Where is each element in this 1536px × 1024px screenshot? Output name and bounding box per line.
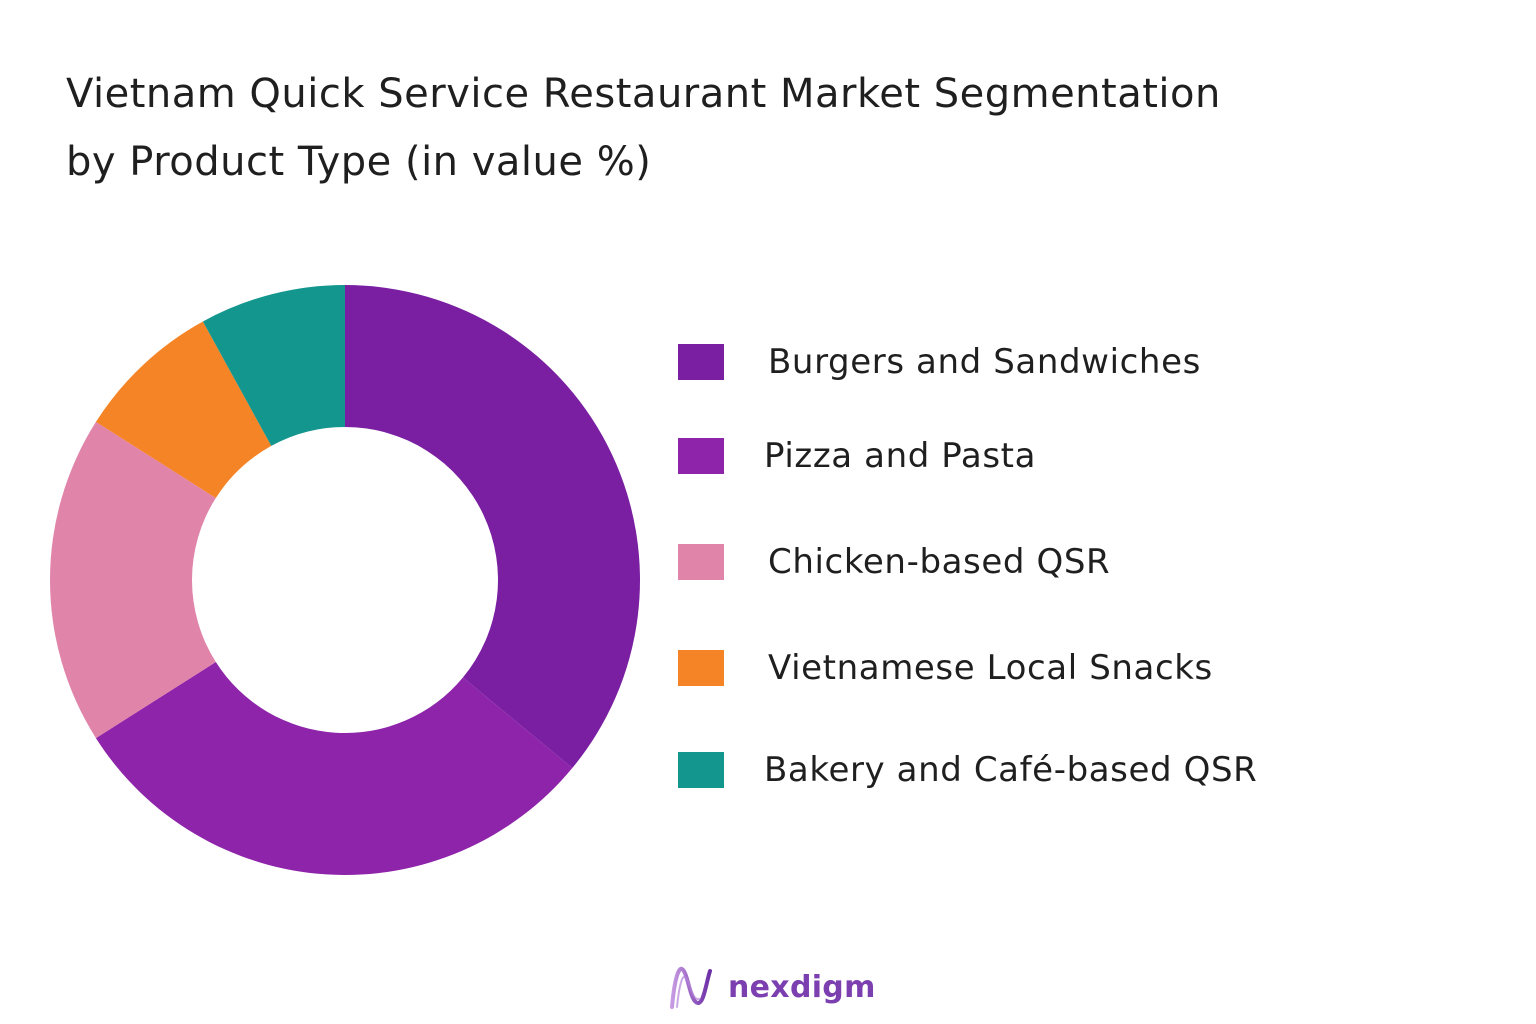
legend-swatch-bakery-and-cafe-based-qsr	[678, 752, 724, 788]
legend-swatch-pizza-and-pasta	[678, 438, 724, 474]
legend-swatch-vietnamese-local-snacks	[678, 650, 724, 686]
legend-swatch-burgers-and-sandwiches	[678, 344, 724, 380]
legend-item-chicken-based-qsr: Chicken-based QSR	[678, 542, 1110, 582]
slice-pizza-and-pasta	[95, 661, 573, 875]
legend-item-vietnamese-local-snacks: Vietnamese Local Snacks	[678, 648, 1213, 688]
legend-item-pizza-and-pasta: Pizza and Pasta	[678, 436, 1036, 476]
legend-label-burgers-and-sandwiches: Burgers and Sandwiches	[768, 342, 1201, 382]
legend-swatch-chicken-based-qsr	[678, 544, 724, 580]
legend-label-pizza-and-pasta: Pizza and Pasta	[764, 436, 1037, 476]
donut-chart	[50, 285, 640, 875]
legend-label-vietnamese-local-snacks: Vietnamese Local Snacks	[768, 648, 1213, 688]
nexdigm-wave-icon	[670, 966, 712, 1009]
brand-logo: nexdigm	[668, 962, 876, 1012]
legend-label-bakery-and-cafe-based-qsr: Bakery and Café-based QSR	[764, 750, 1258, 790]
slice-chicken-based-qsr	[50, 421, 216, 739]
chart-title-line-2: by Product Type (in value %)	[66, 139, 652, 185]
brand-name: nexdigm	[728, 969, 876, 1005]
chart-title-line-1: Vietnam Quick Service Restaurant Market …	[66, 71, 1221, 117]
slice-bakery-and-cafe-based-qsr	[202, 285, 345, 446]
slice-burgers-and-sandwiches	[345, 285, 640, 769]
legend-item-bakery-and-cafe-based-qsr: Bakery and Café-based QSR	[678, 750, 1257, 790]
donut-slices	[50, 285, 640, 875]
legend-label-chicken-based-qsr: Chicken-based QSR	[768, 542, 1111, 582]
chart-title: Vietnam Quick Service Restaurant Market …	[66, 60, 1466, 196]
slice-vietnamese-local-snacks	[95, 321, 272, 499]
legend-item-burgers-and-sandwiches: Burgers and Sandwiches	[678, 342, 1201, 382]
